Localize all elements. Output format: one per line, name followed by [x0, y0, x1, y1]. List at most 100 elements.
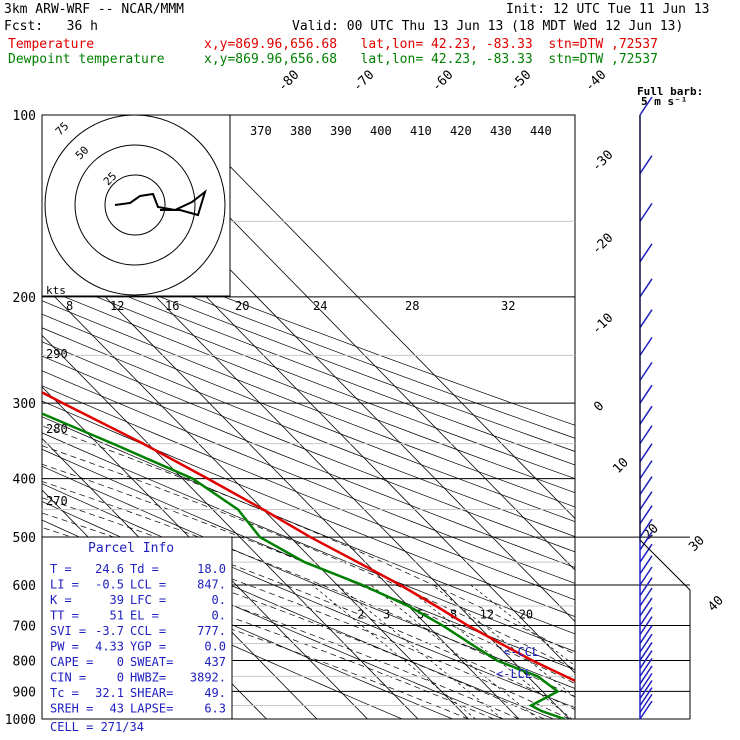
- isotherm-label: 40: [705, 593, 727, 615]
- mixing-ratio-line: [337, 584, 503, 719]
- dewpoint-profile: [42, 412, 565, 719]
- wind-barb: [639, 155, 653, 174]
- parcel-param-label: SVI =: [50, 624, 86, 638]
- wind-barb: [639, 597, 653, 617]
- parcel-param-label: SWEAT=: [130, 655, 173, 669]
- speed-scale-label: 28: [405, 299, 419, 313]
- forecast-hour: Fcst: 36 h: [4, 19, 98, 34]
- wind-barb: [639, 700, 653, 720]
- theta-label: 270: [46, 494, 68, 508]
- wind-barb: [639, 543, 653, 563]
- wind-barb: [639, 531, 653, 551]
- parcel-param-value: 49.: [204, 686, 226, 700]
- parcel-param-label: LCL =: [130, 578, 166, 592]
- wind-barb: [639, 384, 653, 404]
- parcel-param-label: CAPE =: [50, 655, 93, 669]
- hodograph-trace: [114, 189, 207, 217]
- temperature-legend: Temperature: [8, 37, 95, 52]
- wind-barb: [639, 687, 653, 706]
- parcel-param-value: 847.: [197, 578, 226, 592]
- isotherm-label: -70: [350, 68, 377, 95]
- mixing-ratio-label: 2: [357, 607, 364, 621]
- theta-e-label: 400: [370, 124, 392, 138]
- isotherm-line: [42, 386, 368, 719]
- wind-barb: [639, 278, 653, 298]
- wind-barb: [639, 566, 653, 586]
- wind-barb: [639, 607, 653, 626]
- parcel-param-label: SHEAR=: [130, 686, 173, 700]
- parcel-param-value: 24.6: [95, 562, 124, 576]
- wind-barb: [639, 625, 653, 644]
- parcel-param-value: 0.0: [204, 640, 226, 654]
- pressure-tick-label: 300: [13, 397, 36, 412]
- parcel-cell: CELL = 271/34: [50, 720, 144, 734]
- isotherm-label: -80: [275, 68, 302, 95]
- isotherm-label: 10: [610, 455, 632, 477]
- temperature-profile: [42, 390, 575, 683]
- speed-scale-label: 12: [110, 299, 124, 313]
- pressure-tick-label: 500: [13, 531, 36, 546]
- parcel-param-value: -3.7: [95, 624, 124, 638]
- parcel-param-label: TT =: [50, 609, 79, 623]
- hodograph-unit-label: kts: [46, 284, 66, 297]
- isotherm-label: -30: [589, 148, 616, 175]
- pressure-tick-label: 400: [13, 473, 36, 488]
- wind-barb: [639, 460, 653, 480]
- wind-barb: [639, 555, 653, 575]
- hodograph-ring: [74, 144, 196, 266]
- isotherm-label: -60: [429, 68, 456, 95]
- parcel-param-label: EL =: [130, 609, 159, 623]
- parcel-param-label: CCL =: [130, 624, 166, 638]
- parcel-param-label: LFC =: [130, 593, 166, 607]
- wind-barb: [639, 96, 653, 116]
- parcel-param-label: CIN =: [50, 671, 86, 685]
- wind-barb: [639, 693, 653, 713]
- speed-scale-label: 8: [66, 299, 73, 313]
- wind-barb: [639, 577, 653, 597]
- wind-barb: [639, 518, 653, 538]
- dewpoint-legend: Dewpoint temperature: [8, 52, 165, 67]
- isotherm-line: [42, 283, 469, 719]
- wind-barb: [639, 616, 653, 636]
- parcel-param-value: 18.0: [197, 562, 226, 576]
- speed-scale-label: 32: [501, 299, 515, 313]
- speed-scale-label: 20: [235, 299, 249, 313]
- parcel-param-label: Td =: [130, 562, 159, 576]
- parcel-param-label: K =: [50, 593, 72, 607]
- lcl-annotation: <-LCL: [496, 667, 532, 681]
- parcel-param-value: 0: [117, 655, 124, 669]
- wind-barb: [639, 425, 653, 445]
- pressure-tick-label: 800: [13, 654, 36, 669]
- theta-e-label: 440: [530, 124, 552, 138]
- theta-e-label: 420: [450, 124, 472, 138]
- wind-barb: [639, 361, 653, 381]
- parcel-info-title: Parcel Info: [88, 541, 174, 556]
- wind-barb: [639, 405, 653, 425]
- parcel-param-value: 3892.: [190, 671, 226, 685]
- wind-barb: [639, 672, 653, 692]
- parcel-param-value: 0.: [212, 609, 226, 623]
- theta-e-label: 410: [410, 124, 432, 138]
- theta-e-label: 390: [330, 124, 352, 138]
- mixing-ratio-label: 20: [519, 607, 533, 621]
- wind-barb: [639, 443, 653, 463]
- wind-barb: [639, 476, 653, 495]
- pressure-tick-label: 600: [13, 579, 36, 594]
- hodograph-ring: [44, 114, 226, 296]
- parcel-param-label: YGP =: [130, 640, 166, 654]
- parcel-param-value: 51: [110, 609, 124, 623]
- theta-label: 290: [46, 347, 68, 361]
- wind-barb: [639, 202, 653, 222]
- wind-barb: [639, 309, 653, 329]
- isotherm-label: 30: [686, 533, 708, 555]
- init-time: Init: 12 UTC Tue 11 Jun 13: [506, 2, 710, 17]
- wind-barb: [639, 642, 653, 661]
- speed-scale-label: 24: [313, 299, 327, 313]
- parcel-info-box: [41, 536, 233, 720]
- valid-time: Valid: 00 UTC Thu 13 Jun 13 (18 MDT Wed …: [292, 19, 684, 34]
- parcel-param-value: 32.1: [95, 686, 124, 700]
- parcel-param-label: HWBZ=: [130, 671, 166, 685]
- moist-adiabat-line: [42, 512, 570, 719]
- isotherm-label: 0: [591, 399, 607, 415]
